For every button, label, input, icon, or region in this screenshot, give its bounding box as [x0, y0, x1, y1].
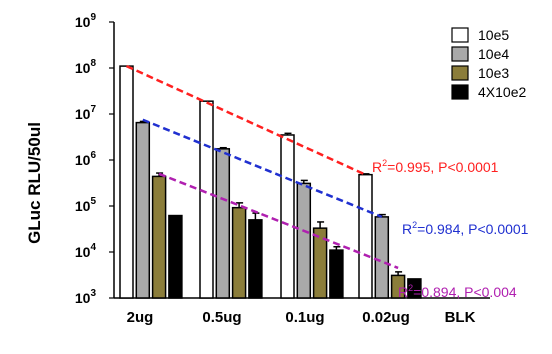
y-tick-label: 105	[75, 196, 97, 214]
bar	[280, 134, 295, 299]
bar	[135, 121, 151, 299]
trendline-annotation: R2=0.995, P<0.0001	[372, 158, 499, 175]
bar	[199, 100, 214, 299]
bar	[231, 206, 247, 299]
bar	[358, 173, 373, 299]
x-tick-label: 0.1ug	[285, 309, 324, 326]
y-tick-label: 107	[75, 104, 97, 122]
trendline	[125, 64, 367, 176]
trendline-annotation: R2=0.984, P<0.0001	[402, 220, 529, 237]
legend-label: 10e5	[478, 27, 509, 43]
bar	[215, 148, 231, 299]
y-tick-label: 103	[75, 288, 97, 306]
bar	[119, 65, 134, 299]
bar	[151, 175, 167, 299]
axes: 103 104 105 106 107 108 109 2ug 0.5ug 0.1ug 0.02ug…	[75, 12, 490, 326]
y-axis-label: GLuc RLU/50ul	[25, 122, 44, 244]
y-tick-label: 104	[75, 242, 97, 260]
x-tick-label: 2ug	[127, 309, 154, 326]
legend-swatch	[451, 46, 469, 62]
y-tick-label: 106	[75, 150, 97, 168]
y-tick-label: 109	[75, 12, 97, 30]
legend-swatch	[451, 84, 469, 100]
bar	[407, 278, 422, 299]
bar	[168, 214, 183, 299]
legend-label: 10e4	[478, 46, 509, 62]
trendlines: R2=0.995, P<0.0001 R2=0.984, P<0.0001 R2=0…	[125, 64, 529, 300]
legend-swatch	[451, 65, 469, 81]
legend-swatch	[451, 27, 469, 43]
trendline-annotation: R2=0.894, P<0.004	[398, 283, 517, 300]
legend-label: 10e3	[478, 65, 509, 81]
x-tick-label: BLK	[445, 309, 476, 326]
bars	[119, 65, 422, 299]
x-tick-label: 0.5ug	[202, 309, 241, 326]
legend-label: 4X10e2	[478, 84, 526, 100]
trendline	[142, 118, 383, 219]
legend: 10e5 10e4 10e3 4X10e2	[451, 27, 526, 100]
bar	[329, 249, 344, 299]
bar	[374, 216, 390, 299]
y-tick-label: 108	[75, 58, 97, 76]
trendline	[158, 172, 399, 270]
bar	[296, 182, 312, 299]
bar	[248, 219, 263, 299]
x-tick-label: 0.02ug	[362, 309, 410, 326]
